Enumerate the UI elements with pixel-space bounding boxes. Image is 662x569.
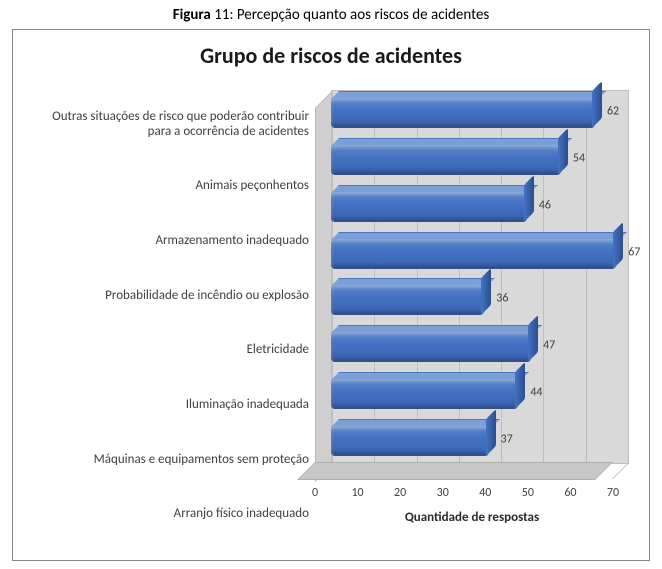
bar-side-face: [481, 268, 491, 315]
bar: 67: [331, 239, 629, 269]
x-tick-label: 70: [607, 486, 619, 500]
bar-front-face: [331, 426, 489, 456]
floor: [297, 462, 613, 480]
y-axis-label: Armazenamento inadequado: [27, 234, 311, 249]
x-tick-label: 20: [394, 486, 406, 500]
bar-value-label: 44: [530, 385, 542, 399]
bar-side-face: [515, 362, 525, 409]
x-axis-ticks: 010203040506070: [315, 486, 613, 504]
bar: 62: [331, 98, 629, 128]
plot-3d: 62 54 46 67 36 47 44 37: [315, 90, 629, 480]
bar: 46: [331, 192, 629, 222]
y-axis-label: Eletricidade: [27, 343, 311, 358]
bar-front-face: [331, 98, 595, 128]
y-axis-label: Máquinas e equipamentos sem proteção: [27, 453, 311, 468]
y-axis-label: Iluminação inadequada: [27, 398, 311, 413]
y-axis-label: Outras situações de risco que poderão co…: [27, 110, 311, 140]
x-tick-label: 0: [312, 486, 318, 500]
bar-side-face: [558, 128, 568, 175]
bar: 44: [331, 379, 629, 409]
gridline: [612, 463, 629, 479]
caption-prefix: Figura: [173, 6, 215, 24]
bar: 37: [331, 426, 629, 456]
bar-side-face: [613, 222, 623, 269]
bar-value-label: 46: [539, 198, 551, 212]
chart-title: Grupo de riscos de acidentes: [13, 30, 649, 79]
x-tick-label: 60: [564, 486, 576, 500]
bar: 36: [331, 285, 629, 315]
bar-front-face: [331, 379, 518, 409]
bar-front-face: [331, 145, 561, 175]
caption-text: 11: Percepção quanto aos riscos de acide…: [214, 6, 489, 24]
bar-value-label: 36: [496, 292, 508, 306]
bars-group: 62 54 46 67 36 47 44 37: [331, 90, 629, 464]
bar-side-face: [528, 315, 538, 362]
figure-caption: Figura 11: Percepção quanto aos riscos d…: [0, 0, 662, 29]
y-axis-labels: Outras situações de risco que poderão co…: [27, 90, 315, 542]
bar-front-face: [331, 239, 616, 269]
bar-side-face: [524, 175, 534, 222]
chart-container: Grupo de riscos de acidentes Outras situ…: [12, 29, 650, 561]
x-axis: 0 10 20 30 40 50 60 70 Quantidade de respostas: [315, 480, 629, 542]
bar-value-label: 62: [607, 105, 619, 119]
x-axis-label: Quantidade de respostas: [315, 510, 629, 525]
bar: 54: [331, 145, 629, 175]
bar-front-face: [331, 285, 484, 315]
x-tick-label: 30: [437, 486, 449, 500]
bar-value-label: 54: [573, 152, 585, 166]
x-tick-label: 40: [479, 486, 491, 500]
y-axis-label: Probabilidade de incêndio ou explosão: [27, 289, 311, 304]
bar-front-face: [331, 332, 531, 362]
bar-value-label: 47: [543, 339, 555, 353]
bar-side-face: [486, 409, 496, 456]
bar-value-label: 37: [501, 432, 513, 446]
y-axis-label: Arranjo físico inadequado: [27, 507, 311, 522]
bar-side-face: [592, 81, 602, 128]
bar-front-face: [331, 192, 527, 222]
x-tick-label: 50: [522, 486, 534, 500]
bar: 47: [331, 332, 629, 362]
bar-value-label: 67: [628, 245, 640, 259]
plot-area: Outras situações de risco que poderão co…: [27, 90, 629, 542]
x-tick-label: 10: [351, 486, 363, 500]
y-axis-label: Animais peçonhentos: [27, 179, 311, 194]
